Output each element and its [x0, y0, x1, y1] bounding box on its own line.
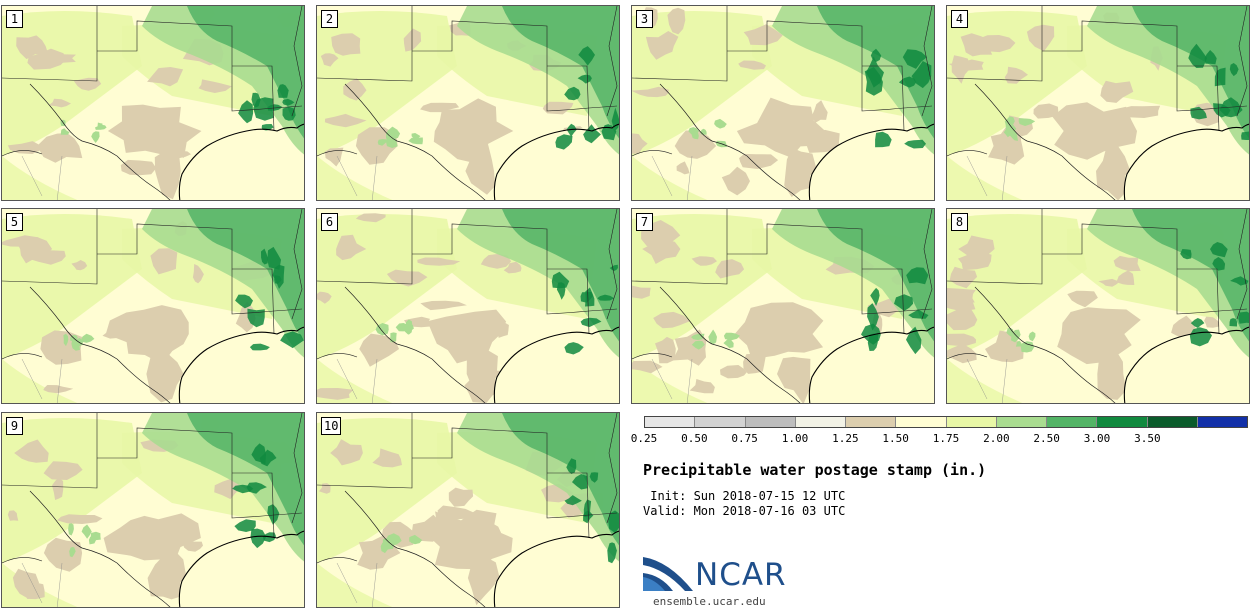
- precipitable-water-map: [632, 209, 934, 403]
- colorbar-ticks: 0.25 0.50 0.75 1.00 1.25 1.50 1.75 2.00 2.50 3.00…: [631, 432, 1248, 446]
- ensemble-member-panel: 9: [1, 412, 305, 608]
- member-number-label: 3: [636, 10, 653, 28]
- colorbar-segment: [1147, 417, 1198, 427]
- colorbar-segment: [1197, 417, 1247, 427]
- member-number-label: 9: [6, 417, 23, 435]
- member-number-label: 6: [321, 213, 338, 231]
- precipitable-water-map: [317, 413, 619, 607]
- precipitable-water-map: [632, 6, 934, 200]
- ensemble-member-panel: 1: [1, 5, 305, 201]
- colorbar-tick-label: 3.00: [1083, 432, 1111, 445]
- member-number-label: 8: [951, 213, 968, 231]
- ensemble-member-panel: 8: [946, 208, 1250, 404]
- precipitable-water-map: [2, 209, 304, 403]
- colorbar-segment: [745, 417, 796, 427]
- colorbar-tick-label: 1.25: [832, 432, 859, 445]
- colorbar-segment: [996, 417, 1047, 427]
- precipitable-water-map: [317, 6, 619, 200]
- colorbar-segment: [695, 417, 746, 427]
- colorbar-tick-label: 2.50: [1033, 432, 1060, 445]
- logo-text: NCAR: [695, 557, 787, 593]
- member-number-label: 7: [636, 213, 653, 231]
- ensemble-member-panel: 4: [946, 5, 1250, 201]
- colorbar-segment: [795, 417, 846, 427]
- colorbar: [644, 416, 1248, 428]
- precipitable-water-map: [2, 413, 304, 607]
- precipitable-water-map: [947, 209, 1249, 403]
- ncar-logo: NCAR: [643, 553, 793, 595]
- precipitable-water-map: [947, 6, 1249, 200]
- colorbar-tick-label: 1.50: [882, 432, 909, 445]
- site-url: ensemble.ucar.edu: [653, 595, 766, 608]
- init-time: Init: Sun 2018-07-15 12 UTC: [643, 489, 846, 503]
- valid-time: Valid: Mon 2018-07-16 03 UTC: [643, 504, 846, 518]
- member-number-label: 4: [951, 10, 968, 28]
- colorbar-tick-label: 2.00: [983, 432, 1010, 445]
- colorbar-tick-label: 1.00: [781, 432, 809, 445]
- colorbar-segment: [846, 417, 897, 427]
- member-number-label: 5: [6, 213, 23, 231]
- ensemble-member-panel: 7: [631, 208, 935, 404]
- colorbar-tick-label: 3.50: [1134, 432, 1161, 445]
- colorbar-segment: [896, 417, 947, 427]
- colorbar-tick-label: 0.25: [630, 432, 658, 445]
- member-number-label: 1: [6, 10, 23, 28]
- ensemble-member-panel: 2: [316, 5, 620, 201]
- precipitable-water-map: [317, 209, 619, 403]
- colorbar-tick-label: 0.50: [681, 432, 708, 445]
- colorbar-tick-label: 1.75: [932, 432, 960, 445]
- ensemble-member-panel: 3: [631, 5, 935, 201]
- member-number-label: 2: [321, 10, 338, 28]
- colorbar-segment: [645, 417, 696, 427]
- colorbar-segment: [946, 417, 997, 427]
- ensemble-member-panel: 5: [1, 208, 305, 404]
- chart-title: Precipitable water postage stamp (in.): [643, 461, 987, 479]
- ensemble-member-panel: 10: [316, 412, 620, 608]
- colorbar-segment: [1097, 417, 1148, 427]
- colorbar-segment: [1047, 417, 1098, 427]
- precipitable-water-map: [2, 6, 304, 200]
- member-number-label: 10: [321, 417, 342, 435]
- ncar-swoosh-icon: [643, 557, 693, 591]
- colorbar-tick-label: 0.75: [731, 432, 758, 445]
- ensemble-member-panel: 6: [316, 208, 620, 404]
